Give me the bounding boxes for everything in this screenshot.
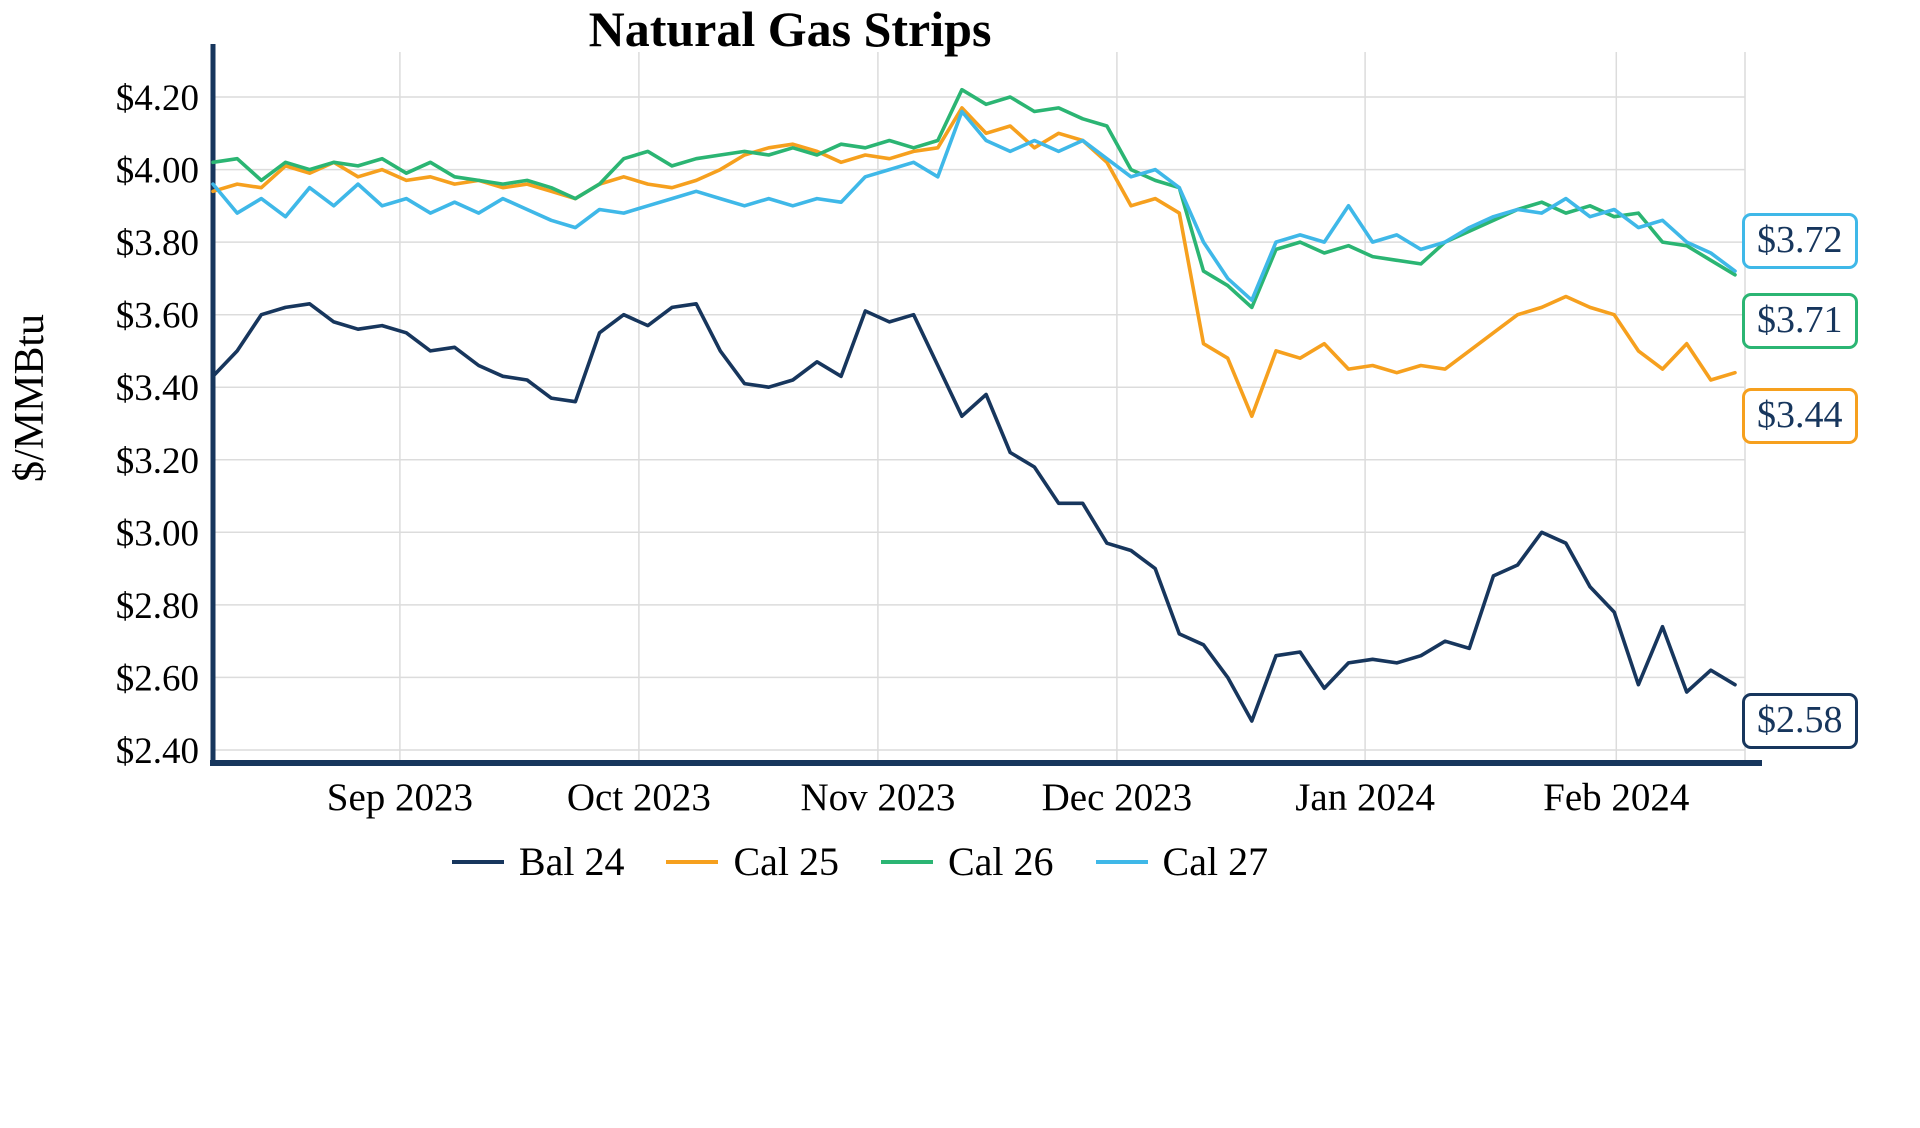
y-tick-label: $4.00: [116, 151, 199, 192]
y-tick-label: $2.80: [116, 586, 199, 627]
y-tick-label: $2.60: [116, 658, 199, 699]
y-tick-label: $3.00: [116, 513, 199, 554]
series-line-cal-25: [211, 106, 1737, 419]
series-line-bal-24: [211, 301, 1737, 723]
legend-item-cal-25: Cal 25: [666, 838, 839, 885]
x-tick-label: Dec 2023: [1042, 776, 1193, 819]
legend-line-swatch-bal-24: [451, 859, 504, 864]
legend-line-swatch-cal-27: [1095, 859, 1148, 864]
x-tick-label: Feb 2024: [1543, 776, 1689, 819]
series-line-cal-26: [211, 87, 1737, 310]
legend-label-cal-25: Cal 25: [733, 839, 839, 884]
legend: Bal 24 Cal 25 Cal 26 Cal 27: [0, 838, 1720, 885]
legend-label-bal-24: Bal 24: [518, 839, 625, 884]
y-tick-label: $3.60: [116, 296, 199, 337]
series-line-cal-27: [211, 109, 1737, 303]
x-tick-label: Oct 2023: [567, 776, 711, 819]
legend-item-bal-24: Bal 24: [451, 838, 625, 885]
legend-label-cal-27: Cal 27: [1162, 839, 1269, 884]
x-tick-label: Jan 2024: [1295, 776, 1435, 819]
y-tick-label: $2.40: [116, 731, 199, 772]
y-tick-label: $3.20: [116, 441, 199, 482]
chart-title: Natural Gas Strips: [588, 1, 992, 57]
x-tick-label: Sep 2023: [327, 776, 473, 819]
y-tick-label: $3.80: [116, 223, 199, 264]
legend-label-cal-26: Cal 26: [948, 839, 1054, 884]
legend-line-swatch-cal-25: [666, 859, 719, 864]
y-tick-label: $4.20: [116, 78, 199, 119]
x-tick-label: Nov 2023: [800, 776, 955, 819]
y-tick-label: $3.40: [116, 368, 199, 409]
legend-line-swatch-cal-26: [881, 859, 933, 864]
legend-item-cal-27: Cal 27: [1095, 838, 1269, 885]
legend-item-cal-26: Cal 26: [881, 838, 1054, 885]
